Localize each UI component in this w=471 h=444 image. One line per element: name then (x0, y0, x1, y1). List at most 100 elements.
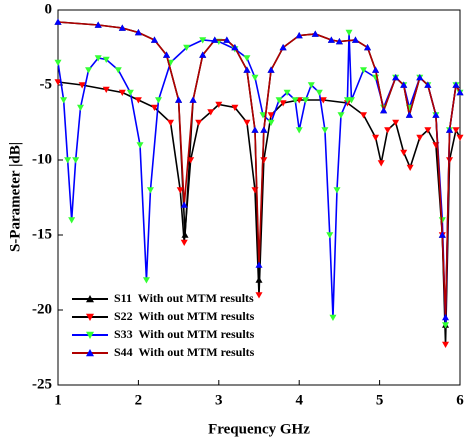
marker (307, 82, 315, 89)
marker (267, 112, 275, 119)
legend-marker (86, 349, 94, 357)
marker (207, 109, 215, 116)
y-axis-label: S-Parameter |dB| (7, 142, 23, 252)
x-tick-label: 2 (135, 392, 143, 408)
x-axis-label: Frequency GHz (208, 421, 310, 437)
marker (406, 164, 414, 171)
marker (329, 314, 337, 321)
marker (54, 59, 62, 66)
marker (54, 18, 62, 25)
marker (118, 89, 126, 96)
marker (335, 38, 343, 45)
marker (255, 292, 263, 299)
marker (326, 232, 334, 239)
marker (85, 67, 93, 74)
marker (243, 119, 251, 126)
marker (416, 74, 424, 81)
marker (442, 322, 450, 329)
legend-label: S33 With out MTM results (114, 327, 255, 341)
marker (432, 111, 440, 118)
x-tick-label: 6 (456, 392, 464, 408)
marker (380, 107, 388, 114)
marker (275, 97, 283, 104)
marker (384, 127, 392, 134)
marker (231, 44, 239, 51)
marker (183, 44, 191, 51)
marker (291, 97, 299, 104)
marker (60, 97, 68, 104)
marker (259, 112, 267, 119)
marker (211, 36, 219, 43)
marker (400, 81, 408, 88)
marker (456, 89, 464, 96)
marker (136, 142, 144, 149)
marker (150, 36, 158, 43)
marker (345, 29, 353, 36)
marker (279, 100, 287, 107)
legend-marker (86, 331, 94, 339)
legend: S11 With out MTM results S22 With out MTM… (72, 291, 255, 359)
marker (77, 104, 85, 111)
x-tick-label: 1 (54, 392, 62, 408)
marker (295, 127, 303, 134)
marker (146, 187, 154, 194)
marker (333, 187, 341, 194)
marker (180, 201, 188, 208)
marker (337, 112, 345, 119)
marker (260, 157, 268, 164)
marker (102, 86, 110, 93)
marker (176, 187, 184, 194)
legend-label: S22 With out MTM results (114, 309, 255, 323)
marker (134, 97, 142, 104)
y-tick-label: -20 (32, 301, 52, 317)
marker (360, 112, 368, 119)
marker (438, 231, 446, 238)
marker (372, 66, 380, 73)
marker (68, 217, 76, 224)
marker (223, 36, 231, 43)
marker (267, 119, 275, 126)
marker (251, 74, 259, 81)
marker (424, 127, 432, 134)
y-tick-label: -5 (40, 76, 53, 92)
marker (392, 119, 400, 126)
legend-label: S11 With out MTM results (114, 291, 254, 305)
marker (405, 111, 413, 118)
marker (315, 89, 323, 96)
marker (442, 314, 450, 321)
y-tick-label: -15 (32, 226, 52, 242)
x-tick-label: 3 (215, 392, 223, 408)
marker (64, 157, 72, 164)
marker (243, 66, 251, 73)
legend-label: S44 With out MTM results (114, 345, 255, 359)
marker (155, 97, 162, 104)
y-tick-label: -10 (32, 151, 52, 167)
marker (231, 104, 239, 111)
marker (199, 51, 207, 58)
marker (452, 127, 460, 134)
x-tick-label: 4 (295, 392, 303, 408)
marker (400, 149, 408, 156)
marker (442, 341, 450, 348)
marker (102, 56, 110, 63)
marker (199, 37, 207, 44)
series-line (57, 81, 461, 345)
plot-area (57, 9, 461, 386)
marker (118, 24, 126, 31)
marker (424, 81, 432, 88)
marker (251, 126, 259, 133)
marker (267, 66, 275, 73)
series-line (57, 21, 461, 318)
marker (446, 126, 454, 133)
marker (243, 55, 251, 62)
marker (78, 82, 86, 89)
legend-marker (86, 295, 94, 303)
marker (279, 44, 287, 51)
marker (311, 30, 319, 37)
marker (150, 104, 158, 111)
marker (255, 261, 263, 268)
marker (114, 67, 122, 74)
marker (319, 97, 327, 104)
marker (416, 134, 424, 141)
